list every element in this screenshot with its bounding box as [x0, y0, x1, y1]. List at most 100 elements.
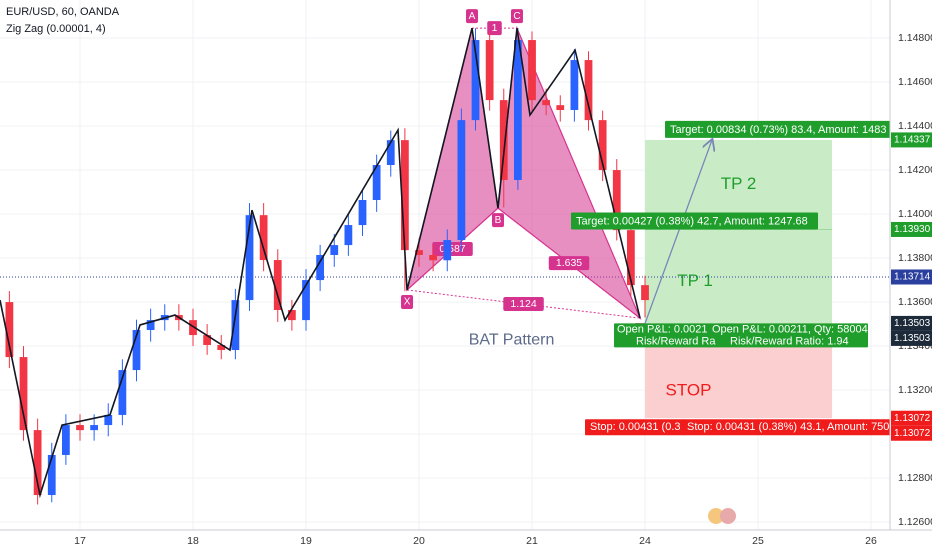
candle-body — [104, 414, 113, 426]
candle-body — [61, 425, 70, 455]
stop-text: Stop: 0.00431 (0.3 — [590, 421, 681, 433]
ratio-label: 1.635 — [556, 257, 582, 269]
x-tick-label: 20 — [413, 535, 425, 547]
x-tick-label: 18 — [187, 535, 199, 547]
ratio-box — [487, 21, 502, 36]
candle-body — [358, 199, 367, 226]
price-label-box — [891, 410, 932, 426]
price-label: 1.13072 — [894, 428, 931, 439]
y-tick-label: 1.14000 — [898, 208, 932, 220]
zigzag-line — [0, 27, 641, 499]
target2-text: Target: 0.00834 (0.73%) 83.4, Amount: 14… — [670, 124, 886, 136]
y-tick-label: 1.14600 — [898, 76, 932, 88]
x-tick-label: 24 — [639, 535, 651, 547]
target1-box — [571, 212, 819, 230]
symbol-title: EUR/USD, 60, OANDA — [6, 6, 120, 18]
price-label: 1.13930 — [894, 224, 931, 235]
pnl-text: Open P&L: 0.0021 — [617, 323, 708, 335]
target-zone — [645, 139, 833, 324]
candle-body — [203, 335, 212, 345]
target1-text: Target: 0.00427 (0.38%) 42.7, Amount: 12… — [576, 215, 808, 227]
candle-body — [146, 320, 155, 331]
candle-body — [372, 165, 381, 200]
candle-body — [344, 225, 353, 246]
indicator-label: Zig Zag (0.00001, 4) — [6, 23, 106, 35]
price-label-box — [891, 269, 932, 285]
stop-text: Stop: 0.00431 (0.38%) 43.1, Amount: 750 — [687, 421, 889, 433]
ratio-box — [548, 256, 590, 271]
candle-body — [514, 40, 522, 180]
point-label: A — [469, 11, 476, 22]
point-box — [466, 9, 479, 24]
point-box — [491, 213, 504, 228]
candle-body — [259, 215, 268, 261]
candle-body — [570, 60, 579, 111]
logo — [708, 508, 736, 524]
y-tick-label: 1.12800 — [898, 472, 932, 484]
pnl-text: Risk/Reward Ratio: 1.94 — [730, 335, 849, 347]
candle-body — [499, 100, 508, 180]
y-tick-label: 1.14800 — [898, 32, 932, 44]
pnl-text: Risk/Reward Ra — [636, 335, 716, 347]
point-label: C — [513, 11, 520, 22]
candle-body — [627, 230, 635, 286]
y-tick-label: 1.13800 — [898, 252, 932, 264]
candle-body — [584, 60, 593, 121]
candle-body — [302, 280, 310, 321]
price-label: 1.13072 — [894, 413, 931, 424]
ratio-label: 1 — [492, 22, 498, 34]
candle-body — [401, 140, 409, 251]
candle-body — [5, 302, 14, 358]
candle-body — [245, 215, 254, 301]
candle-body — [443, 240, 452, 261]
ratio-box — [432, 242, 473, 257]
x-tick-label: 21 — [526, 535, 538, 547]
price-label-box — [891, 330, 932, 346]
price-label-box — [891, 315, 932, 331]
candle-body — [457, 120, 466, 241]
point-label: X — [404, 297, 411, 308]
candle-body — [429, 254, 438, 261]
price-label: 1.14337 — [894, 135, 931, 146]
candle-body — [231, 300, 240, 351]
candle-body — [556, 105, 565, 111]
pnl-box-full — [708, 323, 869, 348]
price-label: 1.13503 — [894, 333, 931, 344]
y-tick-label: 1.12600 — [898, 516, 932, 528]
x-tick-label: 19 — [300, 535, 312, 547]
candle-body — [90, 425, 99, 431]
ratio-label: 1.124 — [510, 298, 536, 310]
candle-body — [217, 344, 226, 351]
x-tick-label: 26 — [865, 535, 877, 547]
candle-body — [641, 285, 649, 301]
candle-body — [612, 170, 621, 231]
y-tick-label: 1.13600 — [898, 296, 932, 308]
candle-body — [386, 140, 395, 166]
y-tick-label: 1.14200 — [898, 164, 932, 176]
stop-box-short — [585, 419, 686, 436]
target2-box — [665, 120, 890, 138]
pnl-box-short — [614, 323, 711, 348]
candle-body — [598, 120, 607, 171]
axes: 1.126001.128001.130001.132001.134001.136… — [74, 32, 932, 547]
candle-body — [287, 309, 296, 321]
x-tick-label: 25 — [752, 535, 764, 547]
candle-body — [330, 245, 339, 255]
price-label-box — [891, 221, 932, 237]
y-tick-label: 1.13200 — [898, 384, 932, 396]
candle-body — [528, 40, 536, 101]
candle-body — [132, 330, 141, 371]
candle-body — [485, 40, 494, 101]
stop-label: STOP — [666, 380, 712, 399]
point-box — [510, 9, 523, 24]
candle-body — [33, 430, 42, 496]
price-label: 1.13503 — [894, 318, 931, 329]
price-label-box — [891, 132, 932, 148]
logo-icon — [708, 508, 724, 524]
point-label: B — [495, 215, 502, 226]
logo-icon — [720, 508, 736, 524]
pattern-name: BAT Pattern — [469, 331, 555, 348]
candle-body — [47, 454, 56, 496]
